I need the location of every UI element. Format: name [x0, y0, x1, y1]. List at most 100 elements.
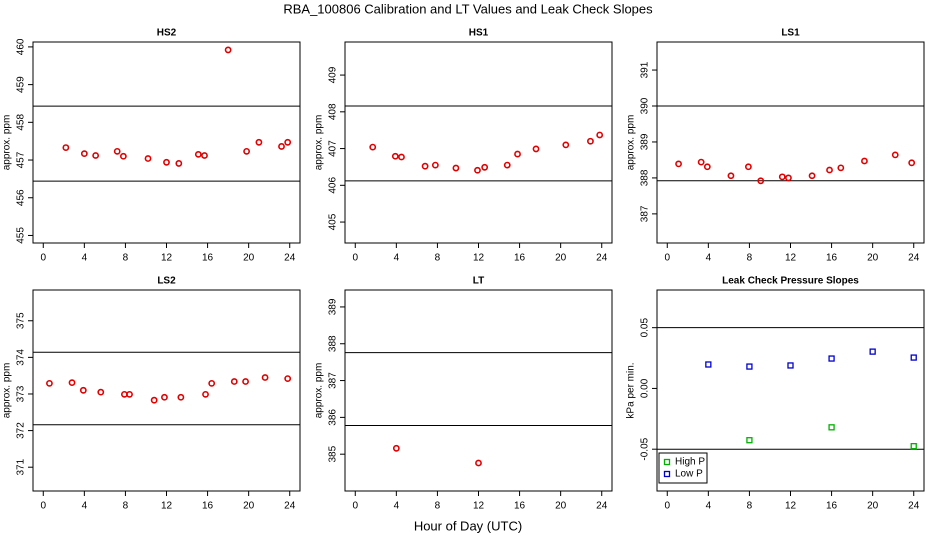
point — [255, 138, 263, 146]
plot-frame — [32, 41, 301, 244]
point — [744, 163, 752, 171]
x-tick-label: 24 — [596, 253, 608, 264]
panel-title: LS2 — [157, 276, 176, 287]
y-tick-label: 408 — [328, 103, 339, 120]
y-axis-label: approx. ppm — [314, 363, 325, 419]
point — [68, 379, 76, 387]
point — [587, 137, 594, 145]
y-tick-label: 371 — [16, 458, 27, 475]
y-tick-label: 455 — [16, 227, 27, 244]
point — [757, 177, 765, 185]
point — [163, 158, 170, 166]
y-tick-label: 407 — [328, 140, 339, 157]
point — [92, 152, 100, 159]
panel-title: Leak Check Pressure Slopes — [722, 276, 859, 287]
point — [79, 386, 87, 394]
point — [150, 396, 158, 404]
legend-label: Low P — [675, 469, 703, 480]
point — [705, 361, 712, 368]
x-tick-label: 8 — [123, 253, 129, 264]
point — [891, 151, 899, 159]
point — [808, 172, 816, 180]
point — [703, 163, 711, 171]
y-tick-label: 388 — [328, 335, 339, 352]
y-tick-label: 0.05 — [640, 318, 651, 338]
x-tick-label: 16 — [826, 253, 838, 264]
point — [727, 172, 735, 180]
point — [80, 150, 88, 158]
point — [532, 145, 540, 153]
x-tick-label: 8 — [123, 501, 129, 512]
point — [503, 161, 511, 169]
x-tick-label: 0 — [664, 501, 670, 512]
x-tick-label: 24 — [284, 501, 296, 512]
x-axis-label: Hour of Day (UTC) — [414, 518, 522, 533]
point — [224, 46, 232, 54]
point — [202, 390, 209, 398]
y-tick-label: 374 — [16, 349, 27, 366]
point — [910, 354, 917, 361]
x-tick-label: 16 — [514, 253, 526, 264]
point — [161, 393, 168, 401]
point — [452, 164, 460, 172]
y-axis-label: approx. ppm — [2, 115, 13, 171]
point — [908, 159, 916, 167]
plot-frame — [32, 289, 301, 492]
x-tick-label: 20 — [555, 253, 567, 264]
point — [278, 143, 285, 150]
point — [201, 152, 208, 159]
point — [398, 153, 405, 161]
point — [391, 152, 399, 160]
point — [562, 141, 570, 149]
x-tick-label: 0 — [40, 501, 46, 512]
y-tick-label: -0.05 — [640, 437, 651, 460]
x-tick-label: 8 — [435, 501, 441, 512]
y-tick-label: 390 — [640, 97, 651, 114]
panel-title: LS1 — [781, 28, 800, 39]
point — [481, 163, 489, 171]
x-tick-label: 12 — [161, 501, 173, 512]
point — [97, 388, 105, 396]
point — [208, 379, 216, 387]
point — [177, 393, 185, 401]
y-tick-label: 458 — [16, 114, 27, 131]
point — [746, 437, 753, 444]
legend-marker — [663, 458, 671, 466]
panel-title: HS2 — [157, 28, 177, 39]
x-tick-label: 4 — [706, 253, 712, 264]
point — [826, 166, 833, 174]
x-tick-label: 24 — [596, 501, 608, 512]
y-tick-label: 409 — [328, 66, 339, 83]
y-tick-label: 386 — [328, 409, 339, 426]
x-tick-label: 24 — [908, 501, 920, 512]
y-tick-label: 0.00 — [640, 378, 651, 398]
point — [837, 164, 845, 172]
legend-box — [658, 452, 708, 484]
panel-title: LT — [473, 276, 484, 287]
y-tick-label: 388 — [640, 169, 651, 186]
point — [910, 443, 917, 450]
y-tick-label: 387 — [640, 205, 651, 222]
point — [230, 378, 238, 385]
point — [785, 174, 792, 182]
point — [62, 144, 70, 151]
x-tick-label: 16 — [202, 253, 214, 264]
x-tick-label: 4 — [394, 501, 400, 512]
x-tick-label: 0 — [40, 253, 46, 264]
x-tick-label: 4 — [706, 501, 712, 512]
y-tick-label: 389 — [328, 298, 339, 315]
point — [194, 150, 202, 158]
point — [284, 375, 292, 383]
plot-frame — [656, 41, 925, 244]
x-tick-label: 12 — [473, 501, 485, 512]
x-tick-label: 12 — [473, 253, 485, 264]
x-tick-label: 0 — [352, 253, 358, 264]
x-tick-label: 8 — [435, 253, 441, 264]
x-tick-label: 4 — [82, 253, 88, 264]
point — [175, 160, 183, 167]
x-tick-label: 4 — [394, 253, 400, 264]
point — [514, 150, 521, 158]
point — [869, 348, 876, 355]
point — [675, 160, 682, 168]
y-tick-label: 373 — [16, 385, 27, 402]
